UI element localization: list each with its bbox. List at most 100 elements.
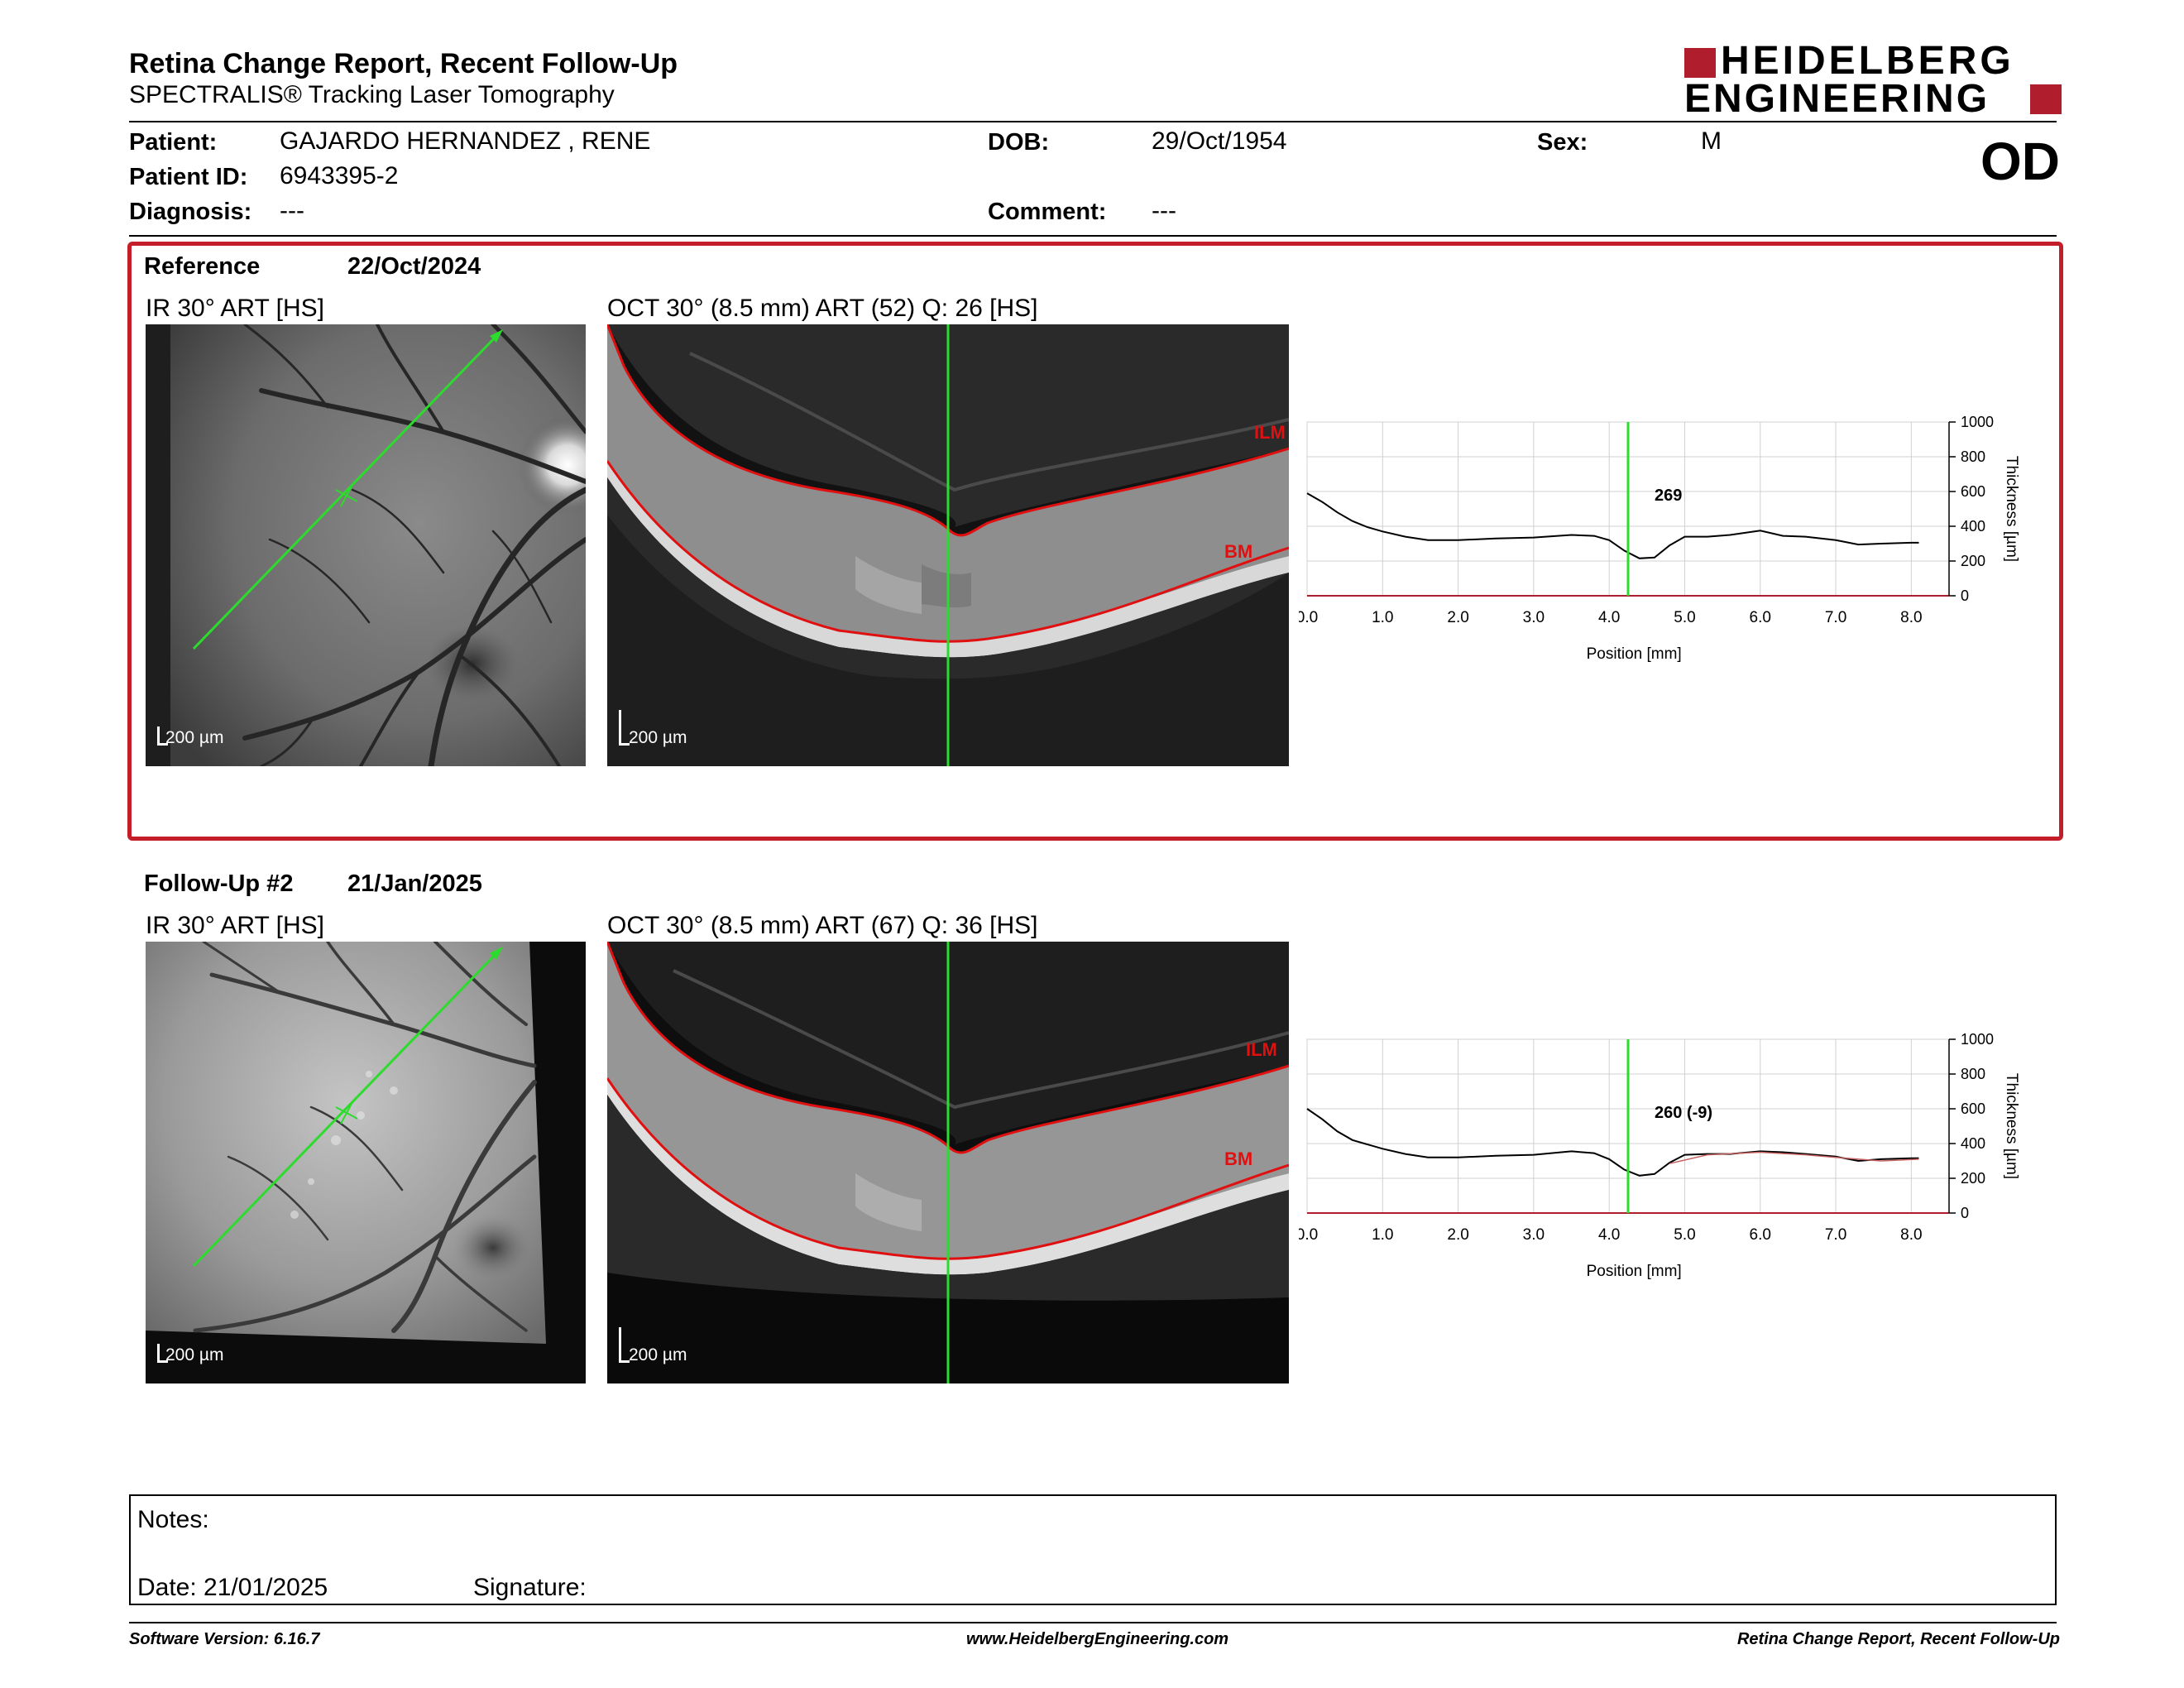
followup-ir-scale-bar xyxy=(157,1344,168,1363)
reference-ir-title: IR 30° ART [HS] xyxy=(146,295,324,322)
logo-line-1: HEIDELBERG xyxy=(1721,39,2014,83)
followup-scan-line xyxy=(192,947,503,1268)
logo-square-bottom xyxy=(2030,84,2062,114)
patient-divider xyxy=(129,235,2057,237)
sex-label: Sex: xyxy=(1537,129,1588,156)
x-tick-label: 5.0 xyxy=(1674,609,1695,626)
x-tick-label: 0.0 xyxy=(1299,1226,1318,1244)
logo-line-2: ENGINEERING xyxy=(1684,77,1990,121)
sex-value: M xyxy=(1701,127,1722,155)
followup-ir-title: IR 30° ART [HS] xyxy=(146,912,324,939)
y-tick-label: 0 xyxy=(1961,587,1969,604)
x-tick-label: 4.0 xyxy=(1598,1226,1620,1244)
followup-bm-label: BM xyxy=(1224,1149,1253,1169)
reference-oct-title: OCT 30° (8.5 mm) ART (52) Q: 26 [HS] xyxy=(607,295,1038,322)
followup-oct-image[interactable]: ILM BM 200 µm xyxy=(607,942,1289,1383)
reference-label: Reference xyxy=(144,253,261,280)
x-tick-label: 3.0 xyxy=(1523,1226,1545,1244)
x-axis-label: Position [mm] xyxy=(1587,645,1682,663)
followup-ilm-label: ILM xyxy=(1246,1039,1277,1060)
reference-date: 22/Oct/2024 xyxy=(347,253,481,280)
reference-ir-scale-bar xyxy=(157,727,168,746)
patient-id-label: Patient ID: xyxy=(129,164,248,190)
reference-thickness-svg: 0.0 1.0 2.0 3.0 4.0 5.0 6.0 7.0 8.0 0 200 400 600 800… xyxy=(1296,414,2020,663)
followup-cursor-value: 260 (-9) xyxy=(1655,1104,1713,1122)
followup-thickness-svg: 0.0 1.0 2.0 3.0 4.0 5.0 6.0 7.0 8.0 0 200 400 600 800… xyxy=(1296,1031,2020,1280)
x-tick-label: 7.0 xyxy=(1825,1226,1846,1244)
y-axis-label: Thickness [µm] xyxy=(2003,456,2020,562)
x-tick-label: 1.0 xyxy=(1372,1226,1393,1244)
reference-ilm-label: ILM xyxy=(1254,422,1286,443)
x-tick-label: 2.0 xyxy=(1447,1226,1468,1244)
x-tick-label: 1.0 xyxy=(1372,609,1393,626)
y-tick-label: 400 xyxy=(1961,1135,1985,1152)
reference-oct-scale-label: 200 µm xyxy=(629,728,687,747)
y-tick-label: 600 xyxy=(1961,1101,1985,1117)
reference-ir-scale-label: 200 µm xyxy=(165,728,224,747)
header-divider xyxy=(129,121,2057,122)
report-title: Retina Change Report, Recent Follow-Up xyxy=(129,48,678,79)
reference-oct-image[interactable]: ILM BM 200 µm xyxy=(607,324,1289,766)
y-tick-label: 200 xyxy=(1961,553,1985,569)
notes-label: Notes: xyxy=(137,1506,209,1533)
comment-value: --- xyxy=(1152,197,1176,224)
reference-scan-line xyxy=(192,329,503,650)
x-tick-label: 5.0 xyxy=(1674,1226,1695,1244)
followup-thickness-chart: 0.0 1.0 2.0 3.0 4.0 5.0 6.0 7.0 8.0 0 200 400 600 800… xyxy=(1296,1031,2085,1296)
x-tick-label: 6.0 xyxy=(1750,609,1771,626)
x-axis-label: Position [mm] xyxy=(1587,1263,1682,1280)
footer-divider xyxy=(129,1622,2057,1623)
followup-ir-scale-label: 200 µm xyxy=(165,1345,224,1364)
diagnosis-label: Diagnosis: xyxy=(129,199,252,225)
report-subtitle: SPECTRALIS® Tracking Laser Tomography xyxy=(129,81,615,108)
y-tick-label: 1000 xyxy=(1961,1031,1994,1048)
followup-label: Follow-Up #2 xyxy=(144,870,294,897)
y-tick-label: 600 xyxy=(1961,483,1985,500)
heidelberg-logo: HEIDELBERG ENGINEERING xyxy=(1684,41,2065,121)
reference-bm-label: BM xyxy=(1224,541,1253,562)
reference-frame xyxy=(127,242,2063,841)
y-tick-label: 400 xyxy=(1961,518,1985,535)
followup-oct-title: OCT 30° (8.5 mm) ART (67) Q: 36 [HS] xyxy=(607,912,1038,939)
reference-overlay-line xyxy=(1669,1151,1919,1164)
notes-box[interactable]: Notes: Date: 21/01/2025 Signature: xyxy=(129,1494,2057,1605)
x-tick-label: 7.0 xyxy=(1825,609,1846,626)
patient-id-value: 6943395-2 xyxy=(280,162,399,189)
website-link[interactable]: www.HeidelbergEngineering.com xyxy=(966,1630,1229,1648)
followup-ir-image[interactable]: 200 µm xyxy=(146,942,586,1383)
reference-thickness-chart: 0.0 1.0 2.0 3.0 4.0 5.0 6.0 7.0 8.0 0 200 400 600 800… xyxy=(1296,414,2085,679)
notes-date: Date: 21/01/2025 xyxy=(137,1574,328,1601)
x-tick-label: 8.0 xyxy=(1900,1226,1922,1244)
patient-label: Patient: xyxy=(129,129,218,156)
footer-report-title: Retina Change Report, Recent Follow-Up xyxy=(1736,1630,2060,1648)
logo-square-top xyxy=(1684,48,1716,78)
followup-oct-scale-label: 200 µm xyxy=(629,1345,687,1364)
followup-date: 21/Jan/2025 xyxy=(347,870,482,897)
x-tick-label: 2.0 xyxy=(1447,609,1468,626)
x-tick-label: 6.0 xyxy=(1750,1226,1771,1244)
diagnosis-value: --- xyxy=(280,197,304,224)
software-version: Software Version: 6.16.7 xyxy=(129,1630,320,1648)
reference-ir-image[interactable]: 200 µm xyxy=(146,324,586,766)
y-tick-label: 1000 xyxy=(1961,414,1994,430)
signature-label: Signature: xyxy=(473,1574,587,1601)
y-tick-label: 800 xyxy=(1961,1066,1985,1082)
patient-name: GAJARDO HERNANDEZ , RENE xyxy=(280,127,651,155)
reference-oct-scale-bar xyxy=(619,710,630,746)
x-tick-label: 0.0 xyxy=(1299,609,1318,626)
followup-oct-scale-bar xyxy=(619,1327,630,1363)
thickness-series-line xyxy=(1306,1108,1919,1177)
x-tick-label: 8.0 xyxy=(1900,609,1922,626)
y-axis-label: Thickness [µm] xyxy=(2003,1073,2020,1179)
dob-label: DOB: xyxy=(988,129,1050,156)
eye-indicator: OD xyxy=(1980,132,2060,191)
reference-cursor-value: 269 xyxy=(1655,487,1683,505)
dob-value: 29/Oct/1954 xyxy=(1152,127,1287,155)
thickness-series-line xyxy=(1306,492,1919,559)
y-tick-label: 800 xyxy=(1961,448,1985,465)
comment-label: Comment: xyxy=(988,199,1107,225)
y-tick-label: 200 xyxy=(1961,1170,1985,1187)
x-tick-label: 3.0 xyxy=(1523,609,1545,626)
x-tick-label: 4.0 xyxy=(1598,609,1620,626)
y-tick-label: 0 xyxy=(1961,1205,1969,1221)
